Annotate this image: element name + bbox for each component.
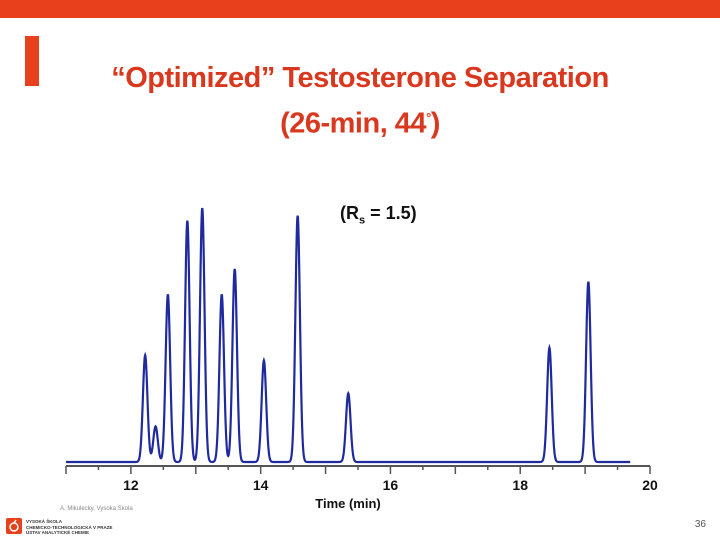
footer-line-1: VYSOKÁ ŠKOLA	[26, 519, 63, 524]
rs-label-pre: (R	[340, 203, 359, 223]
degree-sign: °	[426, 110, 431, 125]
x-tick-label: 14	[253, 477, 269, 493]
rs-label-post: = 1.5)	[365, 203, 417, 223]
title-accent-block	[25, 36, 39, 86]
resolution-label: (Rs = 1.5)	[340, 203, 417, 227]
footer-line-2: CHEMICKO-TECHNOLOGICKÁ V PRAZE	[26, 524, 113, 530]
slide-title: “Optimized” Testosterone Separation (26-…	[60, 58, 660, 144]
school-name: VYSOKÁ ŠKOLA CHEMICKO-TECHNOLOGICKÁ V PR…	[26, 519, 113, 536]
x-tick-label: 18	[512, 477, 528, 493]
title-line-1: “Optimized” Testosterone Separation	[111, 62, 609, 94]
title-line-2: (26-min, 44°)	[60, 98, 660, 144]
title-line-2-close: )	[430, 107, 441, 140]
title-line-2-text: (26-min, 44	[280, 107, 427, 140]
chromatogram-trace	[66, 207, 631, 464]
x-tick-label: 16	[383, 477, 399, 493]
page-number: 36	[694, 519, 706, 530]
footer-line-3: ÚSTAV ANALYTICKÉ CHEMIE	[26, 530, 90, 535]
x-axis-label: Time (min)	[315, 496, 381, 511]
x-tick-label: 12	[123, 477, 139, 493]
rs-label-subscript: s	[359, 214, 366, 227]
top-accent-bar	[0, 0, 720, 18]
footer-note: A. Mikulecky, Vysoka Skola	[60, 506, 133, 512]
x-tick-label: 20	[642, 477, 658, 493]
school-logo-icon	[6, 518, 22, 534]
